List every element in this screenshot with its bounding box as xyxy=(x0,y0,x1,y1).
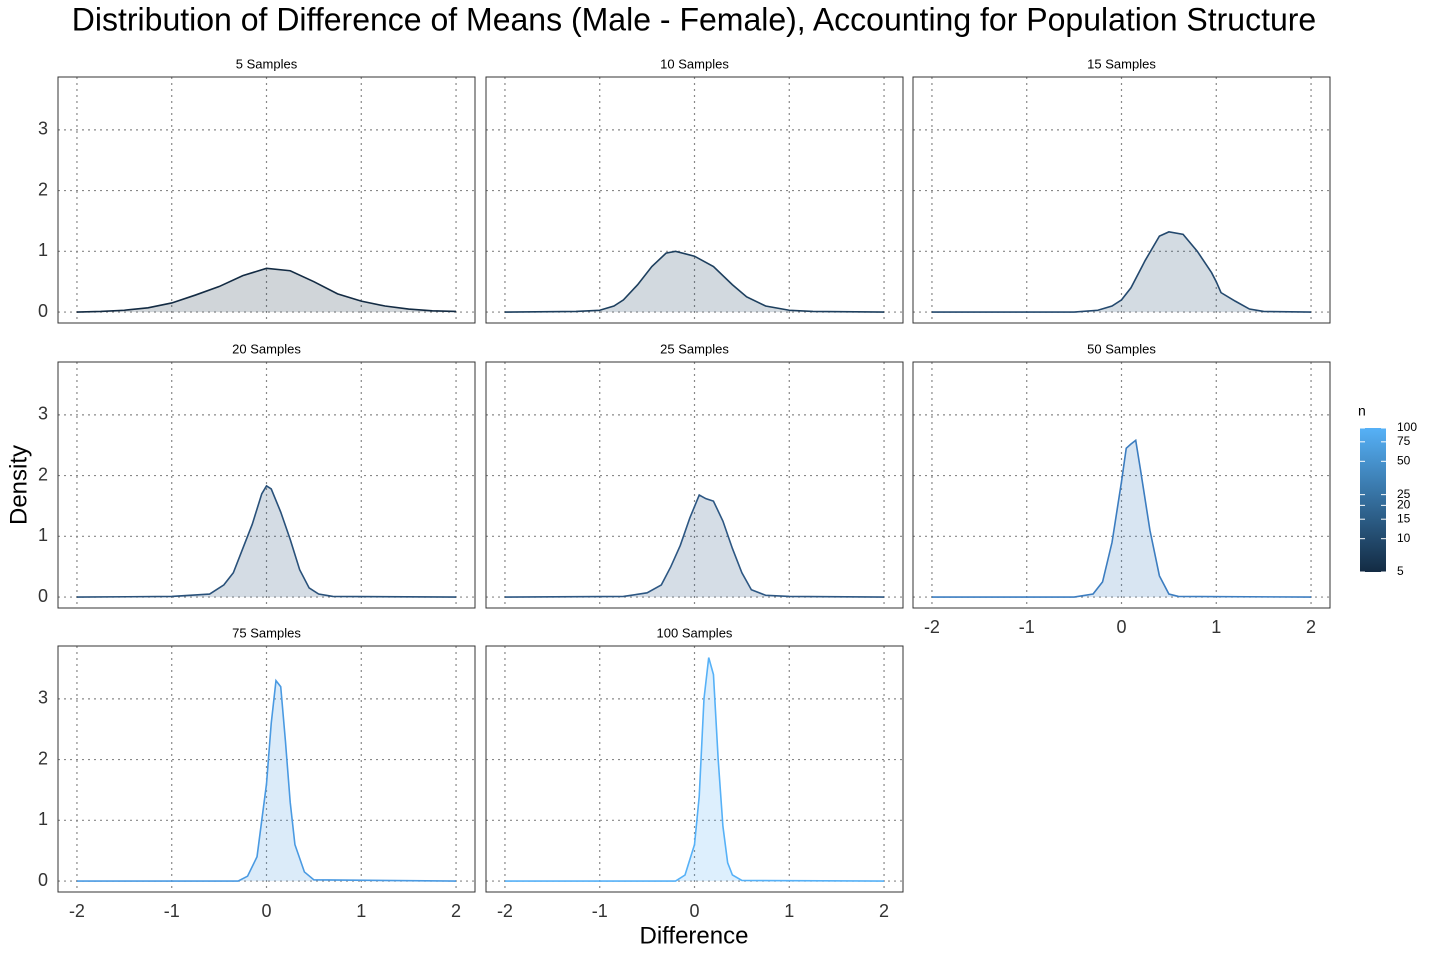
y-tick-label: 2 xyxy=(38,748,48,768)
legend-tick-label: 5 xyxy=(1397,564,1404,578)
legend-tick-label: 75 xyxy=(1397,434,1411,448)
facet-title: 25 Samples xyxy=(660,341,729,356)
density-line xyxy=(931,231,1312,313)
facet-title: 10 Samples xyxy=(660,56,729,71)
density-area xyxy=(76,268,457,313)
x-tick-label: 2 xyxy=(879,901,889,921)
density-area xyxy=(504,657,885,882)
legend-tick-label: 10 xyxy=(1397,531,1411,545)
panel-border xyxy=(57,645,476,893)
density-line xyxy=(931,438,1312,598)
x-tick-label: 0 xyxy=(261,901,271,921)
x-tick-label: 1 xyxy=(356,901,366,921)
facet-title: 20 Samples xyxy=(232,341,301,356)
panel-border xyxy=(57,76,476,324)
density-area xyxy=(504,251,885,313)
density-line xyxy=(76,484,457,598)
density-area xyxy=(931,231,1312,313)
x-tick-label: 0 xyxy=(689,901,699,921)
legend-tick-label: 20 xyxy=(1397,498,1411,512)
density-line xyxy=(504,657,885,882)
y-tick-label: 3 xyxy=(38,404,48,424)
facet-title: 5 Samples xyxy=(236,56,298,71)
x-tick-label: -1 xyxy=(164,901,180,921)
panel-border xyxy=(912,361,1331,609)
legend-tick-label: 25 xyxy=(1397,487,1411,501)
x-tick-label: 0 xyxy=(1116,617,1126,637)
panel-border xyxy=(57,361,476,609)
legend-title: n xyxy=(1358,403,1366,419)
x-tick-label: 2 xyxy=(1306,617,1316,637)
panel-border xyxy=(485,361,904,609)
x-tick-label: 1 xyxy=(784,901,794,921)
legend-colorbar xyxy=(1360,428,1386,572)
y-tick-label: 1 xyxy=(38,240,48,260)
legend-tick-label: 15 xyxy=(1397,511,1411,525)
density-line xyxy=(504,250,885,313)
density-line xyxy=(76,267,457,313)
panel-border xyxy=(912,76,1331,324)
density-area xyxy=(76,680,457,882)
legend-tick-label: 50 xyxy=(1397,453,1411,467)
x-axis-label: Difference xyxy=(640,922,749,949)
y-tick-label: 0 xyxy=(38,586,48,606)
y-tick-label: 0 xyxy=(38,301,48,321)
x-tick-label: 2 xyxy=(451,901,461,921)
y-tick-label: 3 xyxy=(38,119,48,139)
facet-title: 15 Samples xyxy=(1087,56,1156,71)
density-area xyxy=(76,485,457,598)
y-tick-label: 3 xyxy=(38,688,48,708)
legend-tick-label: 100 xyxy=(1397,420,1417,434)
y-tick-label: 1 xyxy=(38,525,48,545)
x-tick-label: -2 xyxy=(497,901,513,921)
density-line xyxy=(76,678,457,882)
facet-title: 100 Samples xyxy=(657,625,733,640)
facet-title: 50 Samples xyxy=(1087,341,1156,356)
panel-border xyxy=(485,645,904,893)
facet-title: 75 Samples xyxy=(232,625,301,640)
x-tick-label: 1 xyxy=(1211,617,1221,637)
y-tick-label: 2 xyxy=(38,464,48,484)
y-tick-label: 2 xyxy=(38,179,48,199)
density-area xyxy=(504,495,885,598)
y-axis-label: Density xyxy=(5,445,32,525)
x-tick-label: -1 xyxy=(1019,617,1035,637)
y-tick-label: 0 xyxy=(38,870,48,890)
chart-title: Distribution of Difference of Means (Mal… xyxy=(72,1,1316,37)
density-line xyxy=(504,493,885,598)
x-tick-label: -2 xyxy=(924,617,940,637)
y-tick-label: 1 xyxy=(38,809,48,829)
x-tick-label: -2 xyxy=(69,901,85,921)
panel-border xyxy=(485,76,904,324)
density-area xyxy=(931,440,1312,598)
x-tick-label: -1 xyxy=(592,901,608,921)
